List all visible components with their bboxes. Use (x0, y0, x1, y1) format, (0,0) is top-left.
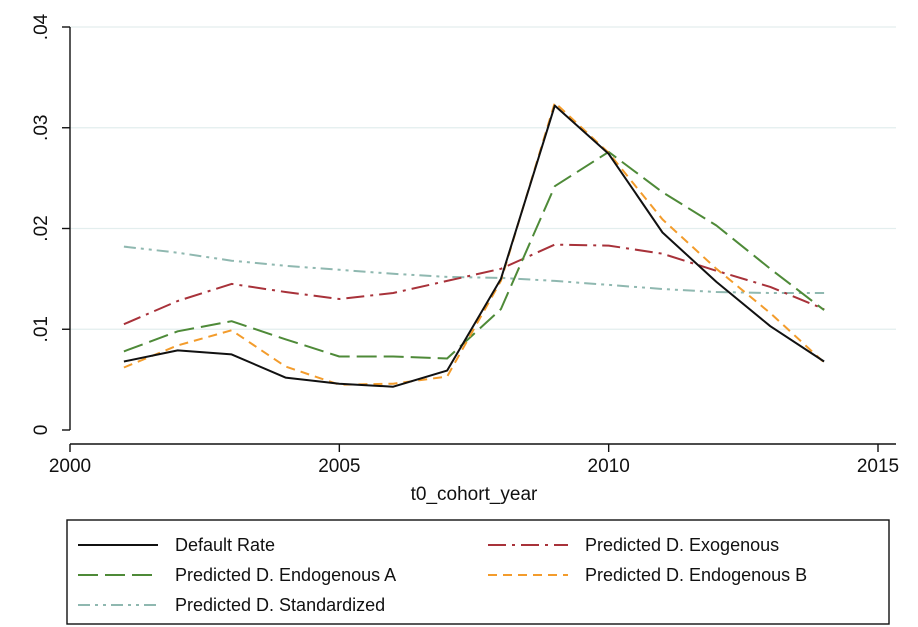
legend-label-1: Predicted D. Exogenous (585, 535, 779, 555)
x-axis-title: t0_cohort_year (411, 484, 538, 505)
legend-label-3: Predicted D. Endogenous B (585, 565, 807, 585)
series-line-4 (123, 245, 825, 294)
legend-label-4: Predicted D. Standardized (175, 595, 385, 615)
x-tick-label: 2005 (318, 456, 360, 477)
x-tick-label: 2010 (588, 456, 630, 477)
series-line-1 (123, 243, 825, 326)
series-line-3 (123, 101, 825, 386)
y-tick-label: .01 (31, 316, 52, 342)
x-tick-label: 2015 (857, 456, 899, 477)
x-tick-label: 2000 (49, 456, 91, 477)
axes: 0 .01 .02 .03 .04 2000 2005 2010 2015 (31, 13, 899, 477)
legend-label-0: Default Rate (175, 535, 275, 555)
series-line-2 (123, 150, 825, 360)
legend: Default Rate Predicted D. Exogenous Predic… (66, 519, 890, 625)
series-line-0 (123, 104, 825, 388)
y-tick-label: 0 (31, 425, 52, 436)
gridlines (70, 26, 896, 330)
legend-label-2: Predicted D. Endogenous A (175, 565, 396, 585)
y-tick-label: .03 (31, 115, 52, 141)
y-tick-label: .02 (31, 215, 52, 241)
series-lines (123, 101, 825, 388)
legend-box (66, 519, 890, 625)
y-tick-label: .04 (31, 13, 52, 40)
